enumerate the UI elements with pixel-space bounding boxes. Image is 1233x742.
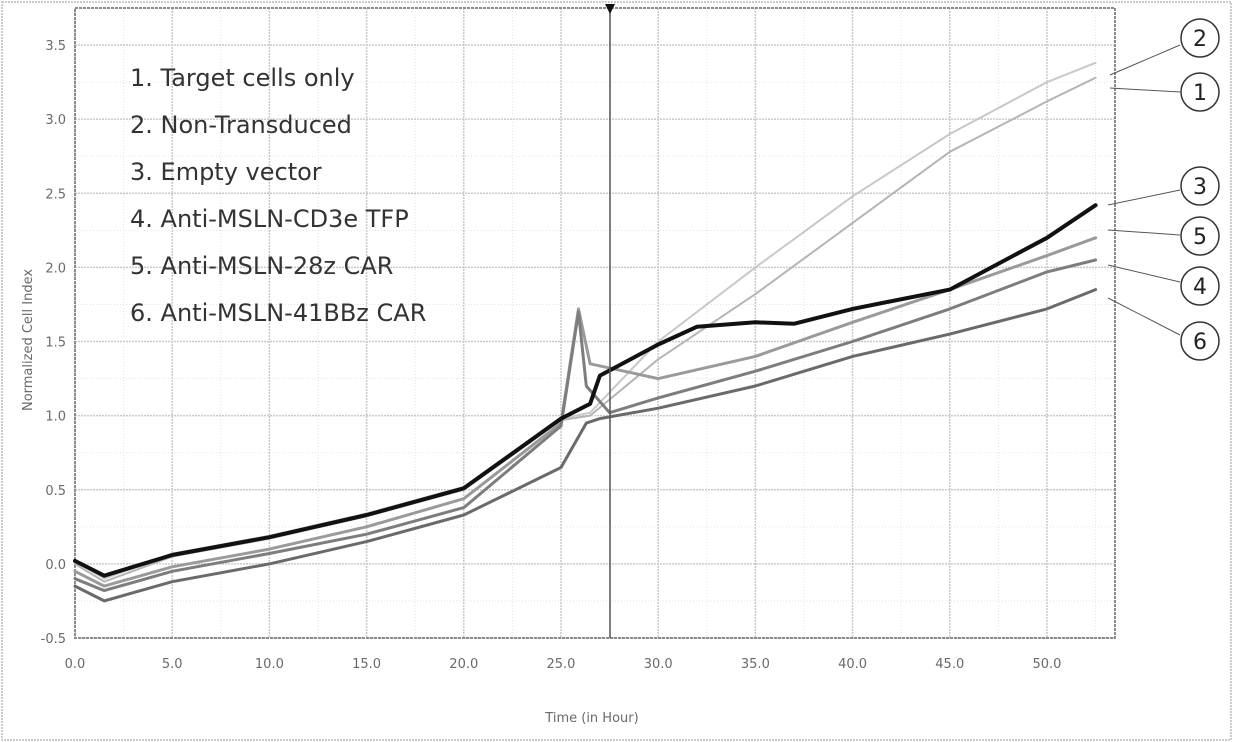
- x-tick-label: 40.0: [838, 657, 867, 672]
- event-marker-triangle: [605, 4, 615, 14]
- callouts: 2 1 3 5 4 6: [1107, 18, 1220, 361]
- series-line-6: [73, 288, 1098, 603]
- x-axis-title: Time (in Hour): [544, 711, 638, 726]
- x-tick-label: 30.0: [644, 657, 673, 672]
- y-tick-label: -0.5: [41, 632, 66, 647]
- callout-label-4: 4: [1193, 275, 1207, 300]
- y-tick-label: 3.0: [45, 113, 66, 128]
- callout-leader-4: [1107, 264, 1181, 283]
- x-tick-label: 5.0: [162, 657, 183, 672]
- x-tick-label: 0.0: [65, 657, 86, 672]
- callout-leader-6: [1107, 297, 1181, 336]
- series-line-4: [73, 258, 1098, 593]
- series-group: [73, 61, 1098, 603]
- callout-label-1: 1: [1193, 81, 1207, 106]
- series-line-3: [73, 203, 1098, 578]
- y-tick-label: 1.5: [45, 336, 66, 351]
- y-axis-title: Normalized Cell Index: [21, 269, 36, 411]
- callout-circle-6: [1180, 321, 1220, 361]
- x-tick-label: 50.0: [1032, 657, 1061, 672]
- y-tick-labels: -0.5 0.0 0.5 1.0 1.5 2.0 2.5 3.0 3.5: [41, 39, 66, 647]
- x-tick-label: 25.0: [547, 657, 576, 672]
- series-line-5: [73, 236, 1098, 588]
- y-tick-label: 0.0: [45, 558, 66, 573]
- callout-label-5: 5: [1193, 225, 1207, 250]
- callout-label-2: 2: [1193, 27, 1207, 52]
- legend-item-1: 1. Target cells only: [130, 64, 355, 92]
- series-line-1: [74, 76, 1097, 583]
- x-tick-labels: 0.0 5.0 10.0 15.0 20.0 25.0 30.0 35.0 40.0 45.0 50…: [65, 657, 1062, 672]
- callout-circle-5: [1180, 216, 1220, 256]
- y-tick-label: 0.5: [45, 484, 66, 499]
- legend-item-2: 2. Non-Transduced: [130, 111, 352, 139]
- legend-item-4: 4. Anti-MSLN-CD3e TFP: [130, 205, 409, 233]
- callout-circle-2: [1180, 18, 1220, 58]
- legend: 1. Target cells only 2. Non-Transduced 3…: [130, 64, 426, 327]
- callout-leader-1: [1109, 87, 1181, 93]
- x-tick-label: 15.0: [352, 657, 381, 672]
- callout-leader-5: [1107, 229, 1181, 236]
- y-tick-label: 1.0: [45, 410, 66, 425]
- x-tick-label: 10.0: [255, 657, 284, 672]
- callout-label-6: 6: [1193, 330, 1207, 355]
- callout-leader-2: [1109, 44, 1181, 76]
- legend-item-3: 3. Empty vector: [130, 158, 322, 186]
- x-tick-label: 45.0: [935, 657, 964, 672]
- y-tick-label: 2.5: [45, 187, 66, 202]
- callout-circle-1: [1180, 72, 1220, 112]
- callout-circle-4: [1180, 266, 1220, 306]
- legend-item-5: 5. Anti-MSLN-28z CAR: [130, 252, 393, 280]
- y-tick-label: 2.0: [45, 261, 66, 276]
- plot-frame: [74, 7, 1116, 639]
- x-tick-label: 35.0: [741, 657, 770, 672]
- legend-item-6: 6. Anti-MSLN-41BBz CAR: [130, 299, 426, 327]
- y-tick-label: 3.5: [45, 39, 66, 54]
- callout-leader-3: [1107, 189, 1181, 206]
- callout-label-3: 3: [1193, 175, 1207, 200]
- callout-circle-3: [1180, 166, 1220, 206]
- x-tick-label: 20.0: [449, 657, 478, 672]
